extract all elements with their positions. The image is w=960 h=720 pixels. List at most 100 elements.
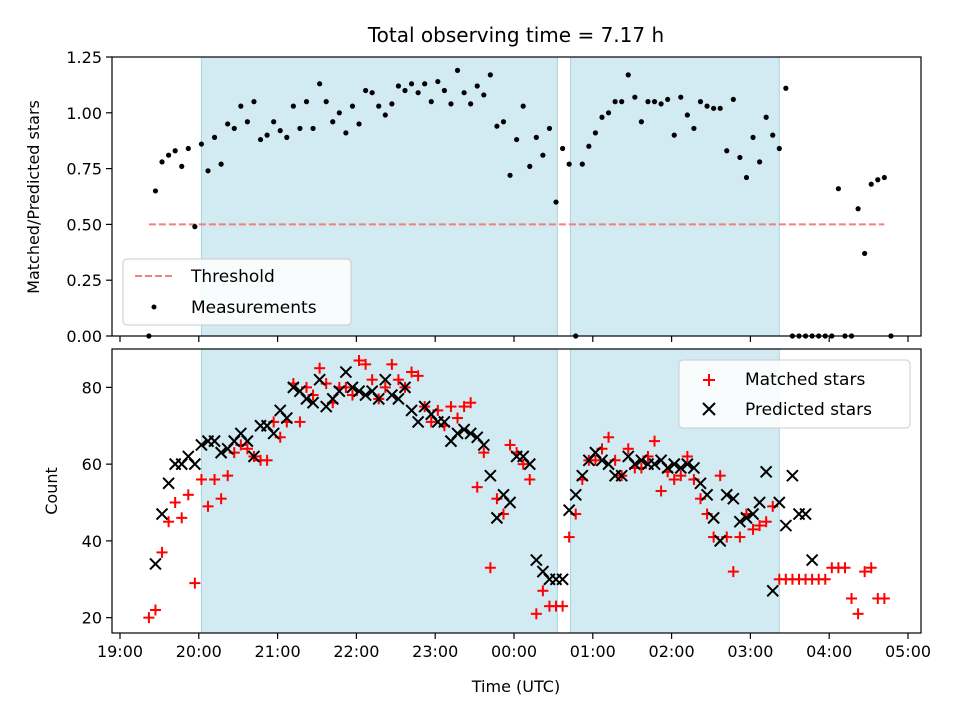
matched-star-point — [412, 370, 424, 382]
measurement-point — [297, 125, 303, 132]
x-tick-label: 04:00 — [806, 642, 852, 661]
matched-star-point — [156, 546, 168, 558]
y-tick-label: 40 — [82, 532, 102, 551]
measurement-point — [678, 94, 684, 100]
matched-star-point — [314, 362, 326, 374]
top-y-ticks: 0.00 0.25 0.50 0.75 1.00 1.25 — [66, 48, 112, 346]
measurement-point — [323, 99, 329, 105]
measurement-point — [704, 103, 710, 109]
predicted-star-point — [195, 438, 208, 452]
predicted-star-point — [773, 496, 786, 509]
predicted-star-point — [306, 396, 320, 409]
y-tick-label: 0.00 — [66, 327, 102, 346]
matched-star-point — [865, 562, 877, 574]
matched-star-point — [465, 397, 477, 409]
measurement-point — [553, 199, 559, 205]
measurement-point — [835, 186, 841, 192]
predicted-star-point — [411, 415, 425, 429]
measurement-point — [402, 87, 408, 94]
measurement-point — [205, 168, 211, 174]
measurement-point — [290, 103, 296, 109]
measurement-point — [330, 119, 336, 125]
measurement-point — [507, 172, 513, 178]
predicted-star-point — [155, 507, 169, 521]
predicted-star-point — [674, 461, 688, 475]
matched-star-point — [406, 366, 418, 378]
matched-star-point — [747, 523, 759, 535]
measurement-point — [730, 96, 736, 103]
predicted-star-point — [339, 365, 353, 379]
observing-window-2 — [569, 56, 780, 337]
measurement-point — [468, 101, 474, 107]
bottom-panel: 20 40 60 80 19:00 20:00 21:00 22:00 23:00 00:00 0… — [42, 348, 931, 696]
predicted-star-point — [346, 381, 359, 394]
measurement-point — [303, 99, 310, 105]
measurement-point — [251, 99, 257, 105]
measurement-point — [697, 99, 704, 105]
measurement-point — [717, 105, 723, 111]
measurement-point — [665, 96, 671, 103]
predicted-star-point — [287, 381, 300, 394]
measurement-point — [599, 114, 605, 120]
y-tick-label: 0.50 — [66, 215, 102, 234]
measurement-point — [244, 119, 250, 125]
matched-star-point — [878, 592, 890, 604]
measurement-point — [231, 125, 237, 132]
x-tick-label: 19:00 — [97, 642, 143, 661]
matched-star-point — [484, 562, 496, 574]
matched-star-point — [839, 562, 851, 574]
measurement-point — [454, 67, 461, 73]
predicted-star-point — [733, 515, 747, 528]
predicted-star-point — [280, 411, 294, 425]
measurement-point — [277, 128, 283, 134]
measurement-point — [763, 114, 769, 120]
matched-star-point — [530, 608, 542, 620]
measurement-point — [343, 130, 349, 136]
top-legend: Threshold Measurements — [122, 258, 352, 326]
matched-star-point — [452, 412, 464, 424]
predicted-star-point — [556, 573, 569, 586]
measurement-point — [711, 105, 717, 111]
chart-title: Total observing time = 7.17 h — [367, 23, 664, 47]
x-tick-label: 02:00 — [649, 642, 695, 661]
predicted-star-point — [267, 427, 280, 440]
matched-star-point — [392, 374, 404, 386]
measurement-point — [645, 99, 651, 105]
measurement-point — [500, 119, 507, 125]
x-tick-label: 21:00 — [255, 642, 301, 661]
legend-predicted-label: Predicted stars — [745, 400, 872, 420]
predicted-star-point — [562, 503, 576, 517]
matched-star-point — [189, 577, 201, 589]
measurement-point — [172, 148, 178, 154]
y-tick-label: 80 — [82, 378, 102, 397]
measurement-point — [638, 119, 644, 125]
predicted-star-point — [779, 519, 793, 532]
measurement-point — [408, 81, 415, 87]
measurement-point — [527, 163, 533, 169]
legend-matched-swatch — [703, 374, 715, 386]
measurement-point — [605, 110, 612, 116]
matched-star-point — [215, 493, 227, 505]
measurement-point — [165, 152, 172, 158]
measurement-point — [422, 81, 428, 87]
predicted-star-point — [451, 427, 464, 440]
measurement-point — [481, 92, 487, 98]
matched-star-point — [386, 358, 398, 370]
measurement-point — [192, 224, 198, 230]
measurement-point — [310, 125, 316, 132]
predicted-star-point — [668, 457, 681, 471]
measurement-point — [737, 154, 743, 161]
measurement-point — [317, 81, 323, 87]
predicted-star-point — [247, 450, 261, 463]
predicted-star-point — [398, 381, 412, 394]
predicted-star-point — [490, 511, 504, 525]
measurement-point — [336, 110, 342, 116]
y-tick-label: 20 — [82, 609, 102, 628]
predicted-star-point — [241, 434, 254, 448]
measurement-point — [862, 250, 868, 257]
predicted-star-point — [379, 373, 392, 386]
predicted-star-point — [530, 553, 543, 567]
measurement-point — [349, 103, 356, 109]
x-tick-label: 00:00 — [491, 642, 537, 661]
predicted-star-point — [759, 465, 773, 479]
